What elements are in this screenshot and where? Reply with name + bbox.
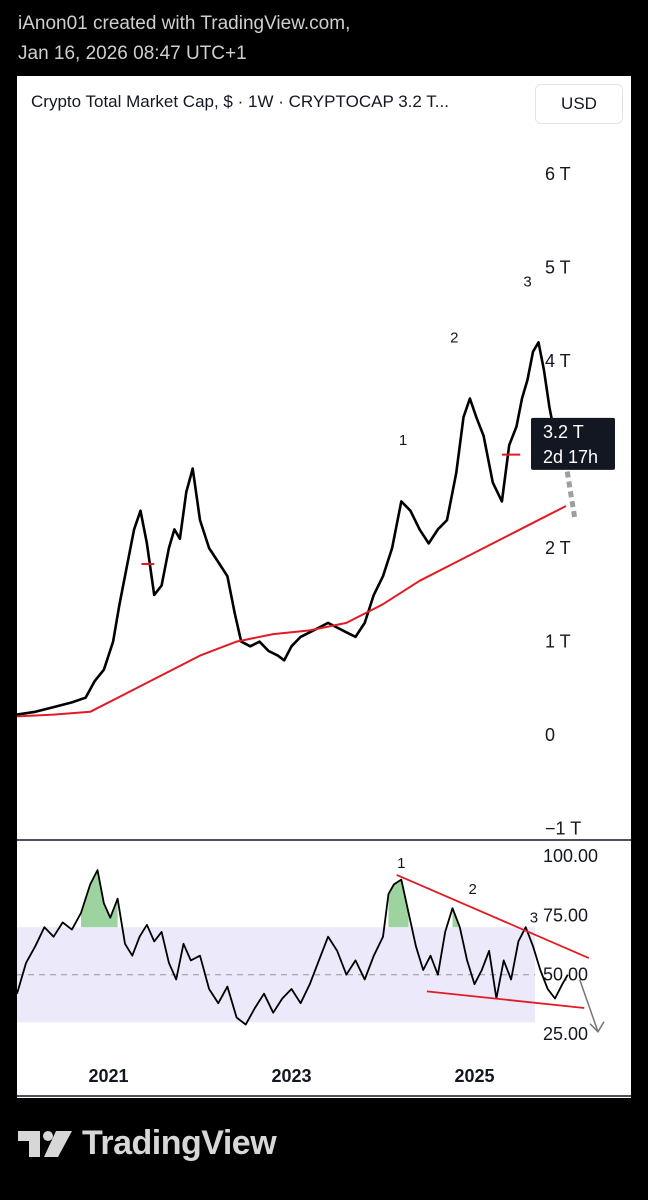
time-axis-tick-label: 2025 [454, 1066, 494, 1086]
chart-title: Crypto Total Market Cap, $ · 1W · CRYPTO… [31, 92, 449, 111]
price-axis-tick-label: 5 T [545, 258, 571, 278]
price-axis-tick-label: 2 T [545, 538, 571, 558]
bar-countdown-label: 2d 17h [543, 447, 598, 467]
price-axis-tick-label: 0 [545, 725, 555, 745]
last-price-box [531, 417, 615, 470]
price-axis-tick-label: 6 T [545, 164, 571, 184]
time-axis-tick-label: 2023 [271, 1066, 311, 1086]
rsi-axis-tick-label: 100.00 [543, 846, 598, 866]
tradingview-logo-icon [18, 1130, 72, 1157]
rsi-overbought-fill [452, 908, 460, 928]
chart-card: Crypto Total Market Cap, $ · 1W · CRYPTO… [17, 76, 631, 1098]
price-axis-tick-label: −1 T [545, 819, 581, 839]
tradingview-logo: TradingView [18, 1124, 277, 1163]
rsi-axis-tick-label: 25.00 [543, 1024, 588, 1044]
rsi-overbought-fill [81, 870, 118, 928]
time-axis-tick-label: 2021 [88, 1066, 128, 1086]
wave-count-label: 3 [523, 273, 531, 290]
price-axis-tick-label: 1 T [545, 632, 571, 652]
rsi-overbought-fill [388, 879, 409, 928]
chart-svg[interactable]: 6 T 5 T 4 T 2 T 1 T 0 −1 T 1 2 3 3.2 T 2d 17h 100.00… [17, 76, 631, 1098]
last-price-label: 3.2 T [543, 422, 584, 442]
creator-line: iAnon01 created with TradingView.com, [18, 13, 351, 34]
rsi-wave-label: 3 [530, 909, 538, 926]
currency-button[interactable]: USD [535, 84, 623, 124]
wave-count-label: 2 [450, 329, 458, 346]
projection-arrow [578, 979, 599, 1032]
price-axis-tick-label: 4 T [545, 351, 571, 371]
rsi-axis-tick-label: 75.00 [543, 905, 588, 925]
brand-name: TradingView [82, 1124, 277, 1162]
rsi-axis-tick-label: 50.00 [543, 965, 588, 985]
rsi-series-line [17, 869, 569, 1026]
rsi-wave-label: 2 [468, 881, 476, 898]
projection-arrowhead [589, 1021, 605, 1033]
rsi-trendline [396, 874, 590, 959]
rsi-wave-label: 1 [397, 855, 405, 872]
wave-count-label: 1 [399, 432, 407, 449]
timestamp-line: Jan 16, 2026 08:47 UTC+1 [18, 43, 247, 64]
moving-average-line [17, 505, 567, 718]
price-series-line [17, 341, 571, 716]
rsi-trendline [426, 990, 585, 1009]
